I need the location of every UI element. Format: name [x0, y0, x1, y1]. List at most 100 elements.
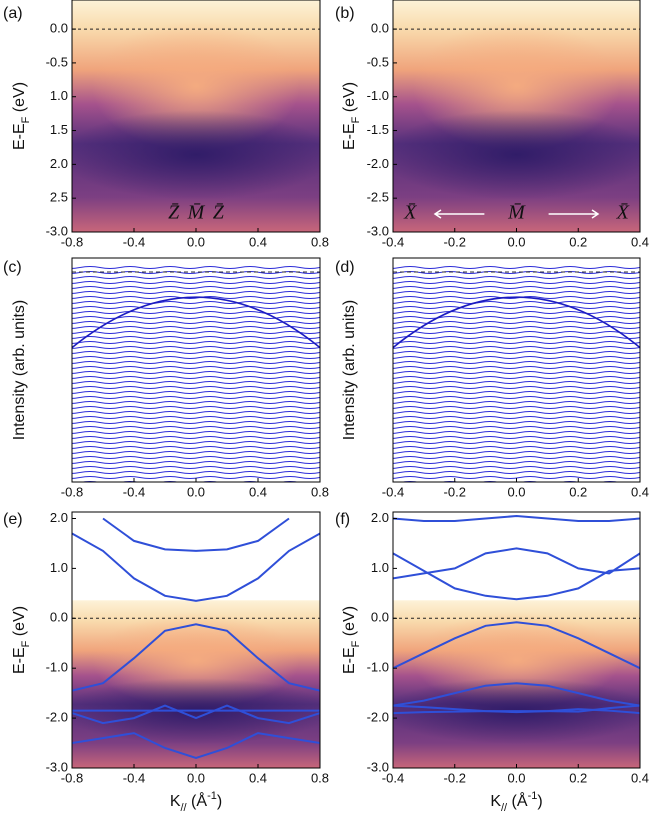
label-part: (eV) [11, 606, 28, 641]
y-tick-label: -0.5 [367, 54, 389, 69]
edc-band [393, 296, 640, 349]
x-tick-label: 0.8 [311, 770, 329, 785]
y-tick-label: -3.0 [367, 223, 389, 238]
x-tick-label: -0.2 [444, 770, 466, 785]
plot-area [72, 517, 320, 768]
plot-area [72, 266, 320, 482]
y-axis-label: E-EF (eV) [341, 606, 362, 674]
x-tick-label: 0.0 [187, 484, 205, 499]
y-tick-label: 2.0 [50, 510, 68, 525]
y-tick-label: -2.5 [367, 190, 389, 205]
edc-stack [72, 266, 320, 482]
panel-label: (e) [3, 511, 23, 528]
y-axis-label: E-EF (eV) [341, 82, 362, 150]
x-tick-label: 0.0 [507, 234, 525, 249]
label-part: // [180, 802, 187, 814]
x-tick-label: -0.8 [61, 484, 83, 499]
label-part: // [501, 802, 508, 814]
y-tick-label: -2.0 [46, 710, 68, 725]
y-tick-label: -1.0 [46, 660, 68, 675]
y-tick-label: -2.0 [367, 710, 389, 725]
panel-label: (f) [335, 511, 350, 528]
y-axis-label: Intensity (arb. units) [11, 300, 28, 441]
k-point-label: M̄ [507, 202, 526, 224]
plot-area [72, 0, 320, 232]
y-axis-label: Intensity (arb. units) [341, 300, 358, 441]
label-part: (eV) [341, 82, 358, 117]
label-part: (Å [187, 791, 208, 810]
y-tick-label: -3.0 [46, 759, 68, 774]
x-tick-label: -0.4 [123, 234, 145, 249]
y-tick-label: 0.0 [371, 610, 389, 625]
arrow [548, 209, 600, 219]
x-tick-label: -0.2 [444, 234, 466, 249]
label-part: F [20, 640, 32, 647]
arrow [433, 209, 485, 219]
y-axis-label: E-EF (eV) [11, 606, 32, 674]
label-part: (eV) [341, 606, 358, 641]
y-axis-label: E-EF (eV) [11, 82, 32, 150]
label-part: F [350, 640, 362, 647]
y-tick-label: -1.0 [367, 660, 389, 675]
x-tick-label: -0.4 [123, 770, 145, 785]
band-line [72, 623, 320, 692]
x-tick-label: -0.4 [382, 770, 404, 785]
y-tick-label: 2.0 [371, 510, 389, 525]
x-tick-label: 0.4 [631, 770, 649, 785]
y-tick-label: -1.5 [367, 122, 389, 137]
panel-label: (c) [3, 259, 22, 276]
x-tick-label: 0.0 [507, 484, 525, 499]
x-tick-label: -0.4 [382, 484, 404, 499]
label-part: ) [537, 793, 542, 810]
plot-area [393, 514, 640, 768]
band-line [393, 621, 640, 670]
y-tick-label: 2.0 [50, 156, 68, 171]
label-part: ) [217, 793, 222, 810]
y-tick-label: 1.0 [371, 560, 389, 575]
band-line [393, 547, 640, 580]
x-tick-label: 0.2 [569, 770, 587, 785]
label-part: Intensity (arb. units) [341, 300, 358, 441]
label-part: (eV) [11, 82, 28, 117]
x-tick-label: 0.8 [311, 484, 329, 499]
label-part: E-E [341, 647, 358, 674]
label-part: K [490, 793, 501, 810]
label-part: -1 [528, 790, 538, 802]
y-tick-label: 1.0 [50, 560, 68, 575]
y-tick-label: -2.0 [367, 156, 389, 171]
y-tick-label: 0.0 [50, 610, 68, 625]
y-tick-label: 1.5 [50, 122, 68, 137]
label-part: Intensity (arb. units) [11, 300, 28, 441]
x-tick-label: 0.0 [187, 234, 205, 249]
x-tick-label: 0.4 [249, 484, 267, 499]
x-tick-label: 0.2 [569, 234, 587, 249]
x-tick-label: 0.0 [187, 770, 205, 785]
k-point-label: X̄ [403, 202, 417, 224]
plot-area [393, 266, 640, 482]
band-line [393, 704, 640, 715]
y-tick-label: -3.0 [367, 759, 389, 774]
label-part: E-E [11, 123, 28, 150]
x-tick-label: 0.2 [569, 484, 587, 499]
band-line [72, 704, 320, 725]
band-line [393, 682, 640, 707]
x-axis-label: K// (Å-1) [170, 790, 222, 814]
label-part: E-E [11, 647, 28, 674]
panel-label: (d) [335, 259, 355, 276]
y-tick-label: 2.5 [50, 190, 68, 205]
label-part: -1 [207, 790, 217, 802]
label-part: F [350, 116, 362, 123]
y-tick-label: -1.0 [367, 88, 389, 103]
band-line [72, 732, 320, 760]
x-tick-label: 0.4 [249, 770, 267, 785]
panel-label: (b) [335, 5, 355, 22]
heatmap-shading [393, 110, 640, 200]
y-tick-label: -0.5 [46, 54, 68, 69]
y-tick-label: 0.0 [50, 21, 68, 36]
y-tick-label: 0.0 [371, 21, 389, 36]
k-point-label: Z̄ [213, 202, 225, 224]
x-tick-label: -0.4 [123, 484, 145, 499]
x-tick-label: -0.4 [382, 234, 404, 249]
label-part: E-E [341, 123, 358, 150]
